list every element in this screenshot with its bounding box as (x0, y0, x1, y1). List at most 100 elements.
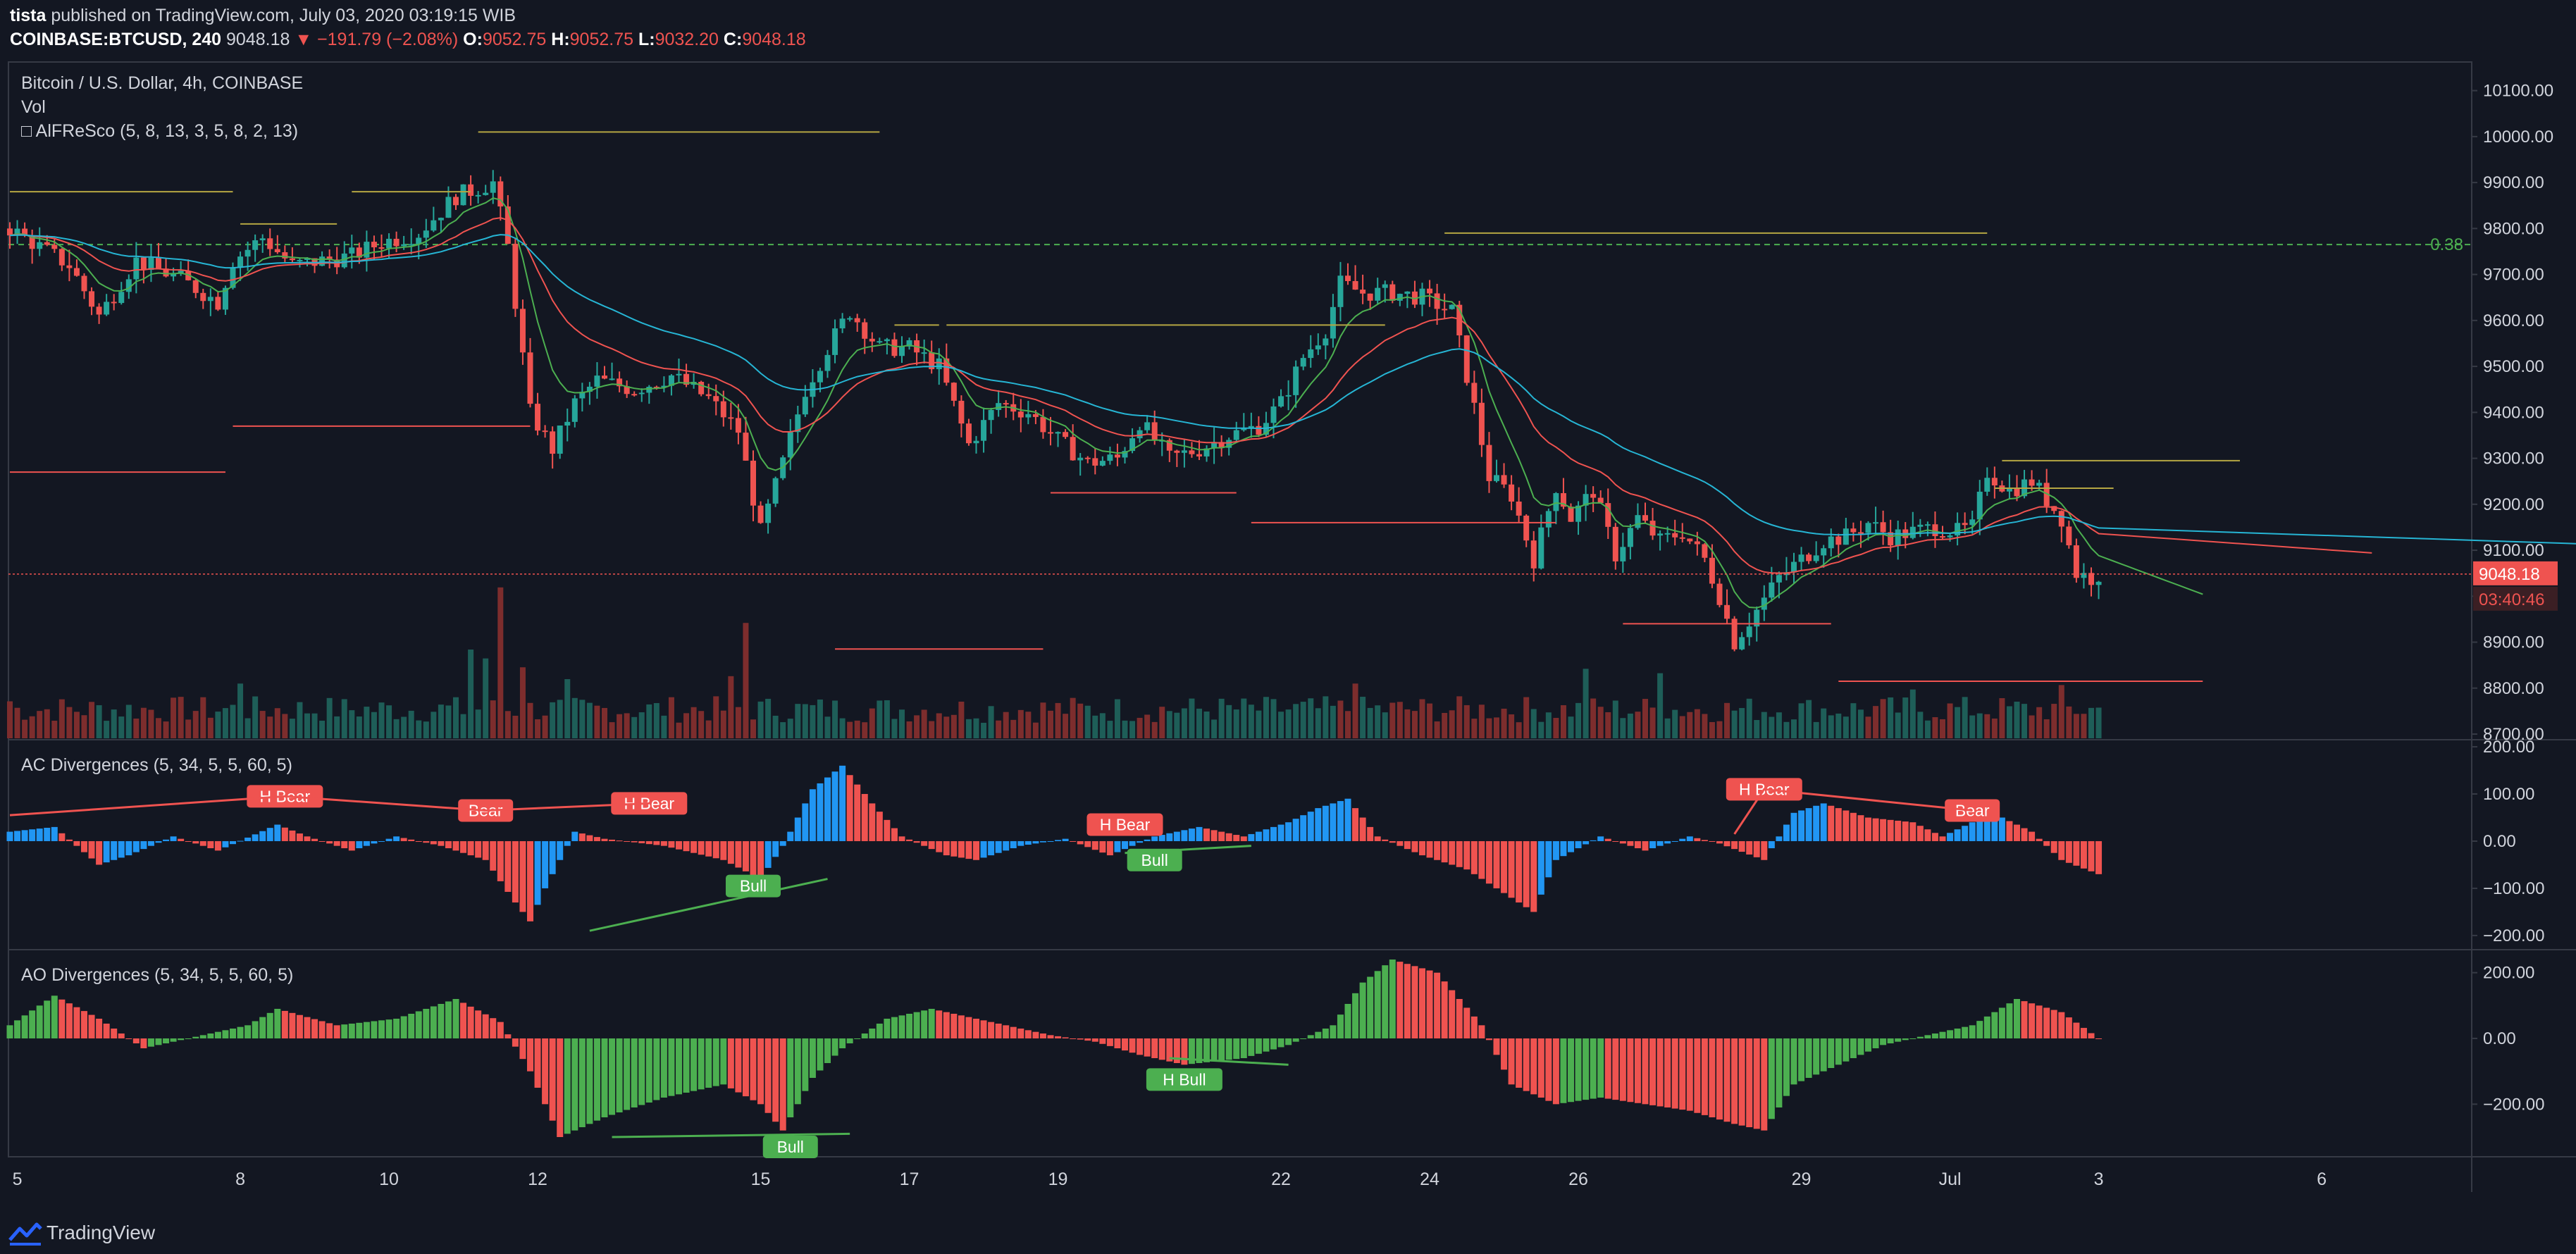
ac-bar (1560, 840, 1567, 857)
candle-body (1345, 275, 1351, 281)
ao-bar (475, 1010, 482, 1038)
volume-bar (638, 712, 645, 738)
volume-bar (1516, 722, 1522, 738)
ao-bar (1664, 1038, 1671, 1107)
ao-bar (1017, 1029, 1024, 1038)
candle-body (1687, 538, 1693, 542)
volume-bar (2088, 707, 2094, 738)
volume-bar (1999, 698, 2005, 738)
ao-bar (222, 1030, 229, 1038)
ao-bar (155, 1038, 162, 1045)
candle-body (1122, 451, 1128, 458)
ao-bar (289, 1012, 296, 1038)
ao-bar (1322, 1029, 1329, 1038)
candle-body (215, 297, 221, 310)
ac-bar (497, 840, 504, 881)
tradingview-logo-icon[interactable] (8, 1219, 42, 1247)
ac-bar (705, 840, 712, 857)
volume-bar (2014, 701, 2020, 738)
symbol-label[interactable]: COINBASE:BTCUSD, 240 (10, 30, 222, 49)
volume-bar (1880, 699, 1886, 738)
candle-body (1367, 293, 1373, 301)
candle-body (891, 339, 898, 356)
ac-bar (1003, 840, 1010, 851)
chart-canvas[interactable]: 10100.0010000.009900.009800.009700.00960… (0, 58, 2576, 1212)
ao-bar (757, 1038, 764, 1105)
ao-bar (1070, 1038, 1077, 1039)
candle-body (1940, 536, 1945, 538)
ac-bar (846, 775, 853, 841)
candle-body (460, 184, 466, 206)
volume-bar (1419, 699, 1425, 738)
ac-bar (1783, 824, 1790, 841)
ao-bar (1501, 1038, 1508, 1070)
author-name[interactable]: tista (10, 6, 47, 25)
ac-bar (1449, 840, 1456, 865)
ac-bar (2029, 831, 2036, 841)
ao-bar (1597, 1038, 1604, 1098)
candle-body (1129, 438, 1136, 452)
chart-header: tista published on TradingView.com, July… (0, 0, 2576, 58)
candle-body (2058, 511, 2064, 527)
volume-bar (557, 700, 563, 738)
candle-body (148, 257, 154, 271)
ac-bar (527, 840, 533, 921)
ao-bar (1003, 1025, 1010, 1038)
ac-divergence-label: Bull (1141, 851, 1168, 869)
candle-body (661, 385, 667, 387)
volume-bar (460, 714, 466, 738)
ao-bar (230, 1029, 236, 1038)
ac-bar (96, 840, 103, 865)
price-tick-label: 9200.00 (2483, 495, 2544, 514)
ac-bar (1337, 801, 1344, 841)
volume-bar (1181, 708, 1187, 738)
volume-bar (1003, 712, 1009, 738)
candle-body (1649, 521, 1656, 536)
volume-bar (1716, 721, 1723, 738)
candle-body (519, 309, 526, 353)
ao-bar (1039, 1033, 1046, 1038)
volume-bar (691, 707, 697, 738)
ac-bar (1575, 840, 1582, 849)
ao-bar (1619, 1038, 1626, 1101)
ac-bar (936, 840, 943, 852)
candle-body (156, 257, 161, 269)
candle-body (259, 238, 266, 241)
volume-bar (683, 713, 690, 738)
ac-bar (2080, 840, 2087, 869)
ao-bar (185, 1038, 192, 1039)
candle-body (1924, 524, 1931, 526)
candle-body (371, 242, 377, 248)
volume-bar (215, 712, 221, 738)
ao-bar (1210, 1038, 1218, 1062)
ac-divergence-line (485, 802, 650, 812)
candle-body (282, 252, 288, 259)
ac-bar (1463, 840, 1470, 870)
ao-bar (1731, 1038, 1738, 1124)
ao-bar (438, 1004, 445, 1038)
ao-bar (1374, 971, 1381, 1038)
candle-body (81, 275, 87, 292)
volume-bar (1077, 703, 1084, 738)
ao-bar (1753, 1038, 1760, 1129)
ao-bar (1716, 1038, 1723, 1120)
volume-bar (1976, 713, 1983, 738)
ac-bar (1954, 829, 1961, 841)
ao-bar (1270, 1038, 1277, 1050)
candle-body (1791, 561, 1797, 573)
tradingview-brand[interactable]: TradingView (47, 1222, 156, 1243)
ac-bar (132, 840, 140, 852)
ao-bar (1456, 999, 1463, 1038)
ao-bar (147, 1038, 154, 1047)
volume-bar (929, 721, 935, 738)
volume-bar (483, 658, 489, 738)
volume-bar (1947, 703, 1953, 738)
volume-bar (304, 713, 310, 738)
ac-tick-label: 100.00 (2483, 785, 2534, 804)
ao-bar (519, 1038, 526, 1060)
volume-bar (1241, 698, 1247, 738)
ao-bar (645, 1038, 652, 1103)
ao-divergence-line (1169, 1057, 1289, 1066)
candle-body (289, 258, 295, 261)
ao-bar (1790, 1038, 1797, 1085)
